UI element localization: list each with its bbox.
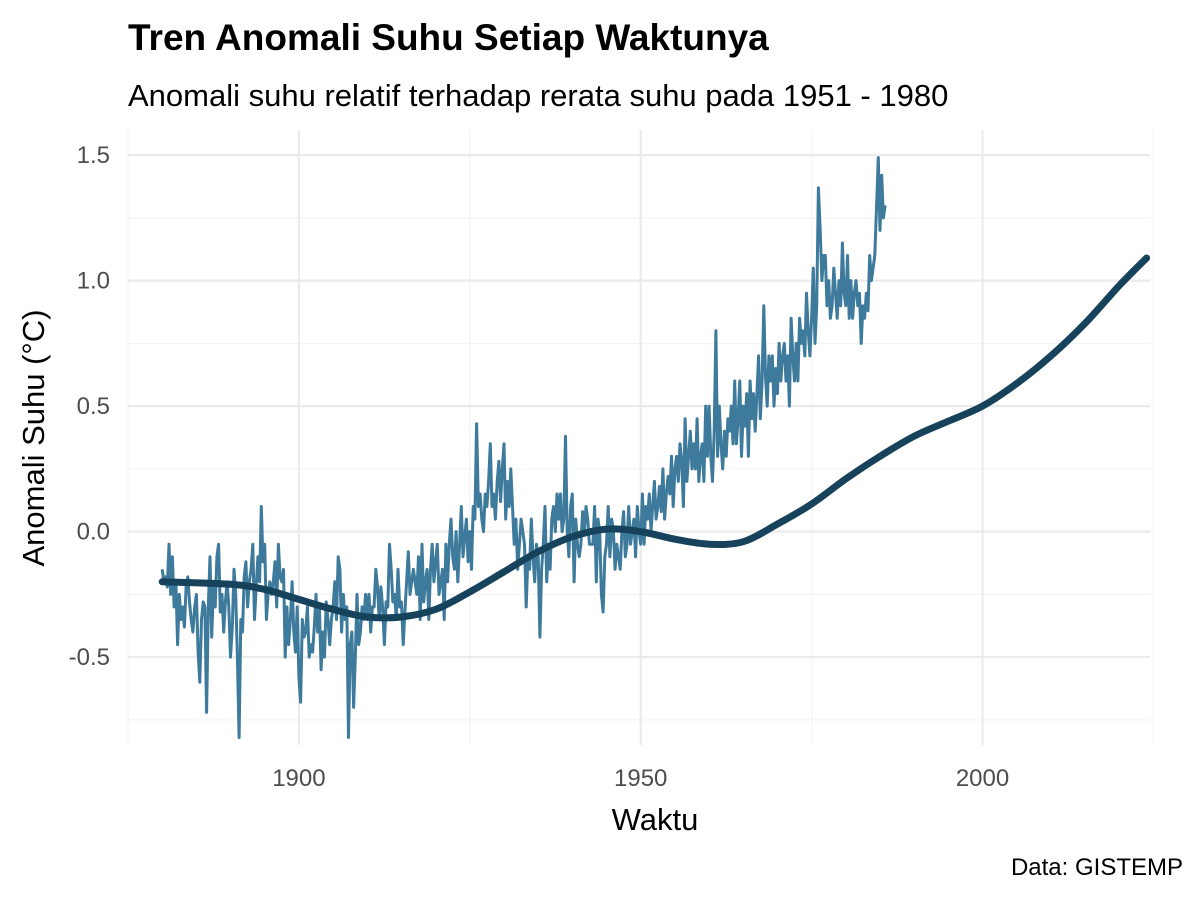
x-tick-labels: 1900 1950 2000 (272, 765, 1009, 792)
y-tick-labels: -0.5 0.0 0.5 1.0 1.5 (69, 142, 110, 671)
anomaly-series-line (160, 156, 887, 739)
x-axis-title: Waktu (612, 802, 699, 837)
y-tick-label: 1.5 (77, 142, 110, 169)
y-tick-label: -0.5 (69, 644, 110, 671)
major-grid (128, 130, 1150, 745)
y-tick-label: 0.5 (77, 393, 110, 420)
y-tick-label: 0.0 (77, 519, 110, 546)
y-tick-label: 1.0 (77, 268, 110, 295)
x-tick-label: 1900 (272, 765, 325, 792)
chart-caption: Data: GISTEMP (1011, 854, 1183, 881)
trend-layer (158, 254, 1151, 622)
chart-title: Tren Anomali Suhu Setiap Waktunya (128, 17, 769, 58)
chart-subtitle: Anomali suhu relatif terhadap rerata suh… (128, 78, 948, 113)
x-tick-label: 1950 (614, 765, 667, 792)
y-axis-title: Anomali Suhu (°C) (16, 309, 51, 566)
trend-line (158, 254, 1151, 622)
series-layer (160, 156, 887, 739)
x-tick-label: 2000 (956, 765, 1009, 792)
